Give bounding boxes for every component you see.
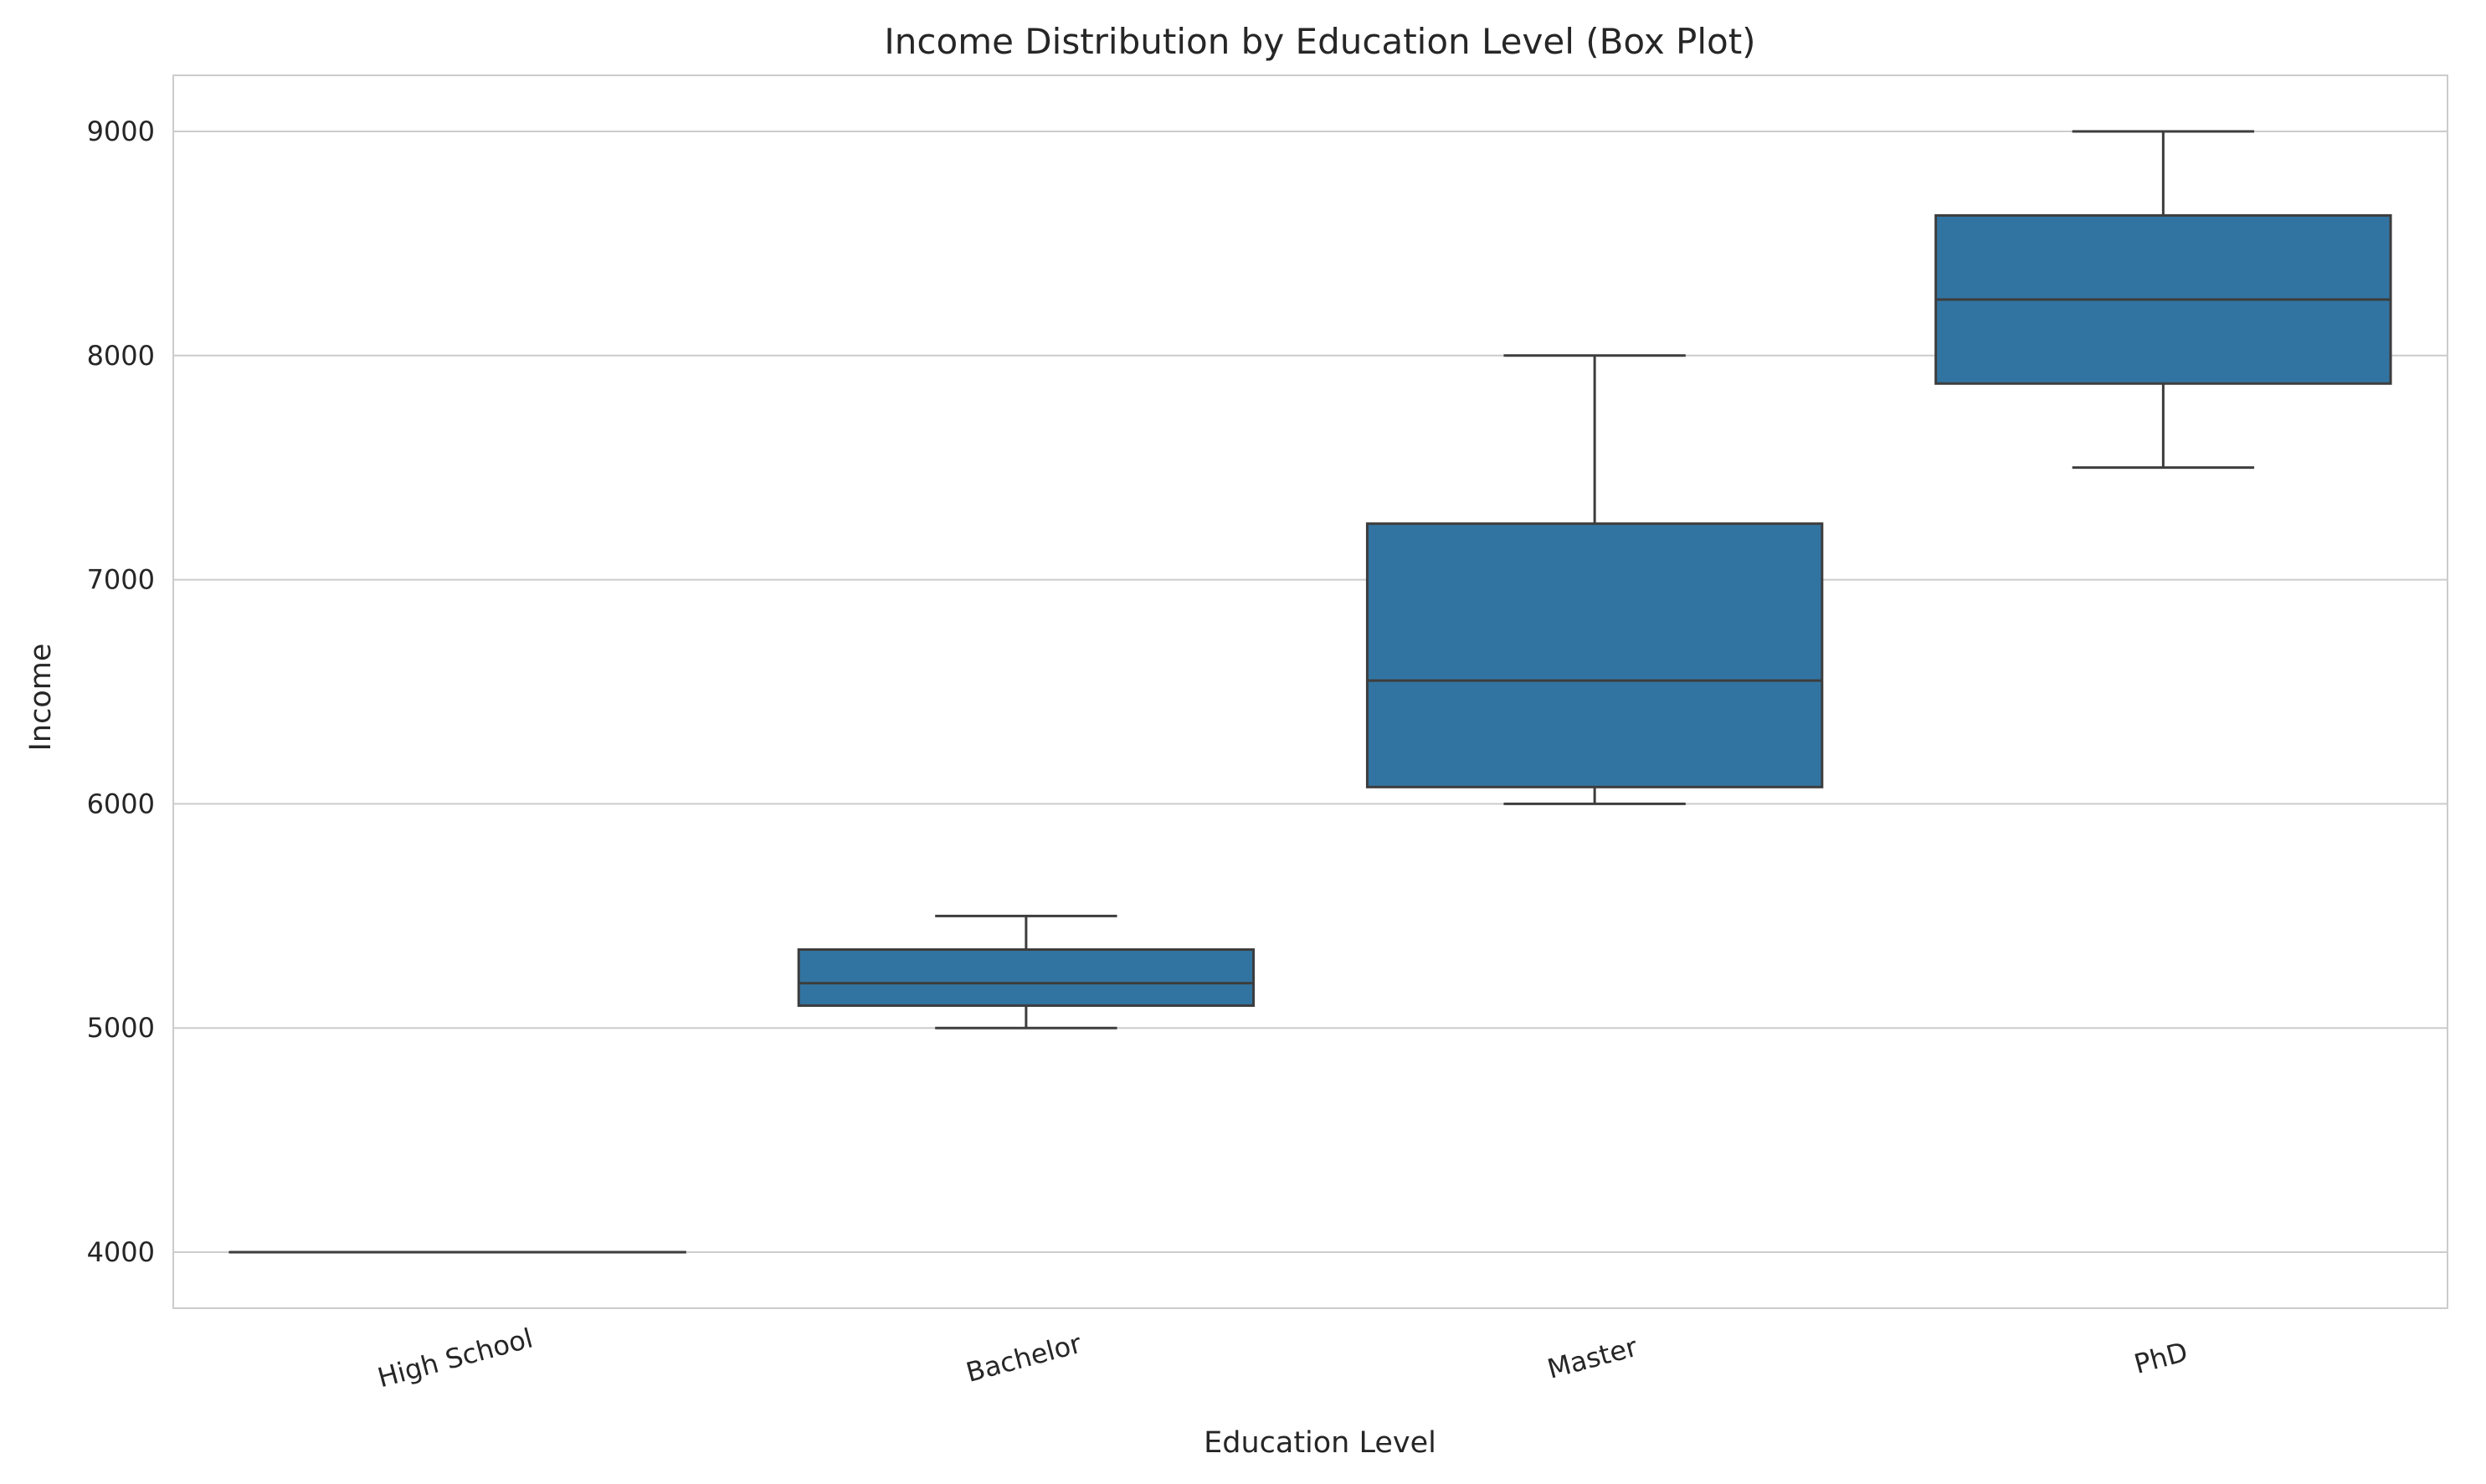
y-tick-label: 8000 <box>87 340 155 372</box>
x-tick-labels: High School Bachelor Master PhD <box>374 1322 2191 1394</box>
y-tick-label: 6000 <box>87 788 155 819</box>
y-tick-label: 7000 <box>87 564 155 596</box>
y-tick-labels: 4000 5000 6000 7000 8000 9000 <box>87 116 155 1268</box>
x-tick-label: Bachelor <box>963 1327 1086 1389</box>
y-axis-label: Income <box>24 644 58 752</box>
x-axis-label: Education Level <box>1204 1426 1436 1460</box>
y-tick-label: 5000 <box>87 1012 155 1044</box>
x-tick-label: High School <box>374 1322 536 1394</box>
y-tick-label: 9000 <box>87 116 155 147</box>
chart-title: Income Distribution by Education Level (… <box>884 21 1755 62</box>
boxes <box>230 131 2391 1252</box>
x-tick-label: Master <box>1544 1331 1641 1385</box>
box-master <box>1367 356 1821 804</box>
box-bachelor <box>799 916 1253 1028</box>
interquartile-box <box>1367 524 1821 788</box>
interquartile-box <box>799 949 1253 1005</box>
x-tick-label: PhD <box>2131 1336 2191 1380</box>
y-tick-label: 4000 <box>87 1236 155 1268</box>
box-phd <box>1936 131 2391 468</box>
